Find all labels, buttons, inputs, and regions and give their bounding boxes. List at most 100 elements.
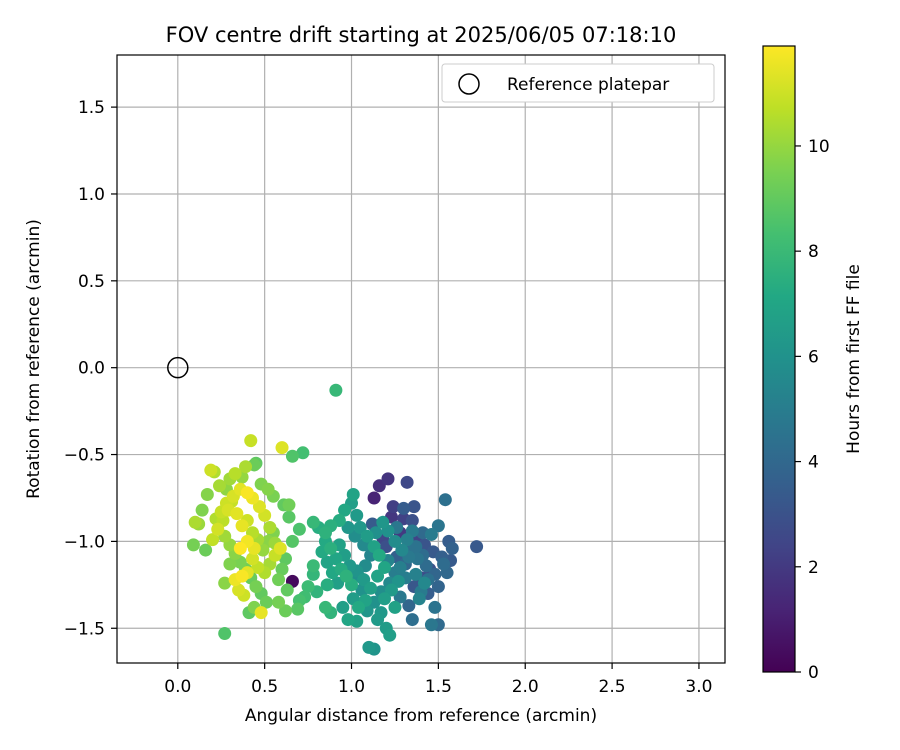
data-point: [391, 574, 405, 588]
data-point: [407, 500, 421, 514]
data-point: [357, 573, 371, 587]
data-point: [376, 515, 390, 529]
y-axis-label: Rotation from reference (arcmin): [24, 219, 44, 499]
data-point: [282, 498, 296, 512]
data-point: [364, 581, 378, 595]
colorbar-tick-label: 0: [808, 663, 819, 683]
colorbar-tick-label: 4: [808, 453, 819, 473]
data-point: [285, 534, 299, 548]
data-point: [296, 446, 310, 460]
data-point: [218, 626, 232, 640]
data-point: [381, 472, 395, 486]
data-point: [362, 640, 376, 654]
data-point: [409, 567, 423, 581]
y-tick-label: 1.0: [78, 185, 105, 205]
data-point: [282, 510, 296, 524]
data-point: [378, 560, 392, 574]
colorbar-label: Hours from first FF file: [844, 264, 864, 454]
data-point: [388, 534, 402, 548]
reference-platepar-marker: [167, 356, 189, 379]
data-point: [412, 592, 426, 606]
data-point: [400, 475, 414, 489]
colorbar-tick-label: 8: [808, 242, 819, 262]
data-point: [338, 503, 352, 517]
data-point: [424, 527, 438, 541]
data-point: [244, 434, 258, 448]
data-point: [212, 479, 226, 493]
data-point: [371, 569, 385, 583]
data-point: [417, 576, 431, 590]
data-point: [232, 583, 246, 597]
x-tick-label: 2.0: [512, 677, 539, 697]
data-point: [329, 552, 343, 566]
data-point: [320, 578, 334, 592]
x-axis-ticks: 0.0 0.5 1.0 1.5 2.0 2.5 3.0: [164, 663, 712, 697]
data-point: [393, 560, 407, 574]
data-point: [306, 559, 320, 573]
data-point: [318, 600, 332, 614]
data-point: [279, 552, 293, 566]
data-point: [419, 559, 433, 573]
plot-frame: [116, 54, 726, 664]
data-point: [230, 507, 244, 521]
data-point: [351, 600, 365, 614]
x-tick-label: 1.5: [425, 677, 452, 697]
colorbar: 0 2 4 6 8 10 Hours from first FF file: [762, 45, 864, 683]
data-point: [254, 606, 268, 620]
x-tick-label: 3.0: [685, 677, 712, 697]
data-point: [280, 583, 294, 597]
legend-label: Reference platepar: [507, 75, 669, 95]
data-point: [383, 628, 397, 642]
data-point: [437, 557, 451, 571]
data-point: [424, 618, 438, 632]
data-point: [291, 602, 305, 616]
data-point: [346, 487, 360, 501]
data-point: [292, 522, 306, 536]
data-point: [367, 491, 381, 505]
data-point: [204, 463, 218, 477]
data-point: [318, 526, 332, 540]
data-point: [324, 541, 338, 555]
data-point: [378, 592, 392, 606]
legend-marker-icon: [458, 73, 480, 95]
data-point: [306, 515, 320, 529]
data-point: [395, 543, 409, 557]
data-point: [235, 519, 249, 533]
data-point: [261, 482, 275, 496]
data-point: [388, 600, 402, 614]
data-point: [360, 529, 374, 543]
data-point: [372, 548, 386, 562]
chart-title: FOV centre drift starting at 2025/06/05 …: [166, 23, 677, 47]
x-tick-label: 0.5: [251, 677, 278, 697]
data-point: [431, 580, 445, 594]
colorbar-tick-label: 10: [808, 137, 830, 157]
data-point: [275, 562, 289, 576]
y-tick-label: 1.5: [78, 98, 105, 118]
data-point: [252, 500, 266, 514]
data-point: [275, 441, 289, 455]
legend-box: [441, 63, 715, 103]
data-point: [273, 541, 287, 555]
x-tick-label: 1.0: [338, 677, 365, 697]
data-point: [279, 604, 293, 618]
data-point: [199, 543, 213, 557]
y-axis-ticks: 1.5 1.0 0.5 0.0 −0.5 −1.0 −1.5: [64, 98, 117, 639]
y-tick-label: 0.0: [78, 359, 105, 379]
data-point: [405, 613, 419, 627]
colorbar-gradient: [762, 45, 796, 673]
x-tick-label: 2.5: [599, 677, 626, 697]
y-tick-label: 0.5: [78, 272, 105, 292]
data-point: [339, 569, 353, 583]
data-point: [272, 573, 286, 587]
data-point: [188, 515, 202, 529]
y-tick-label: −1.5: [64, 619, 105, 639]
data-point: [341, 613, 355, 627]
data-point: [263, 521, 277, 535]
data-point: [239, 460, 253, 474]
data-point: [301, 580, 315, 594]
data-point: [285, 449, 299, 463]
data-point: [431, 519, 445, 533]
data-point: [386, 500, 400, 514]
data-point: [206, 533, 220, 547]
